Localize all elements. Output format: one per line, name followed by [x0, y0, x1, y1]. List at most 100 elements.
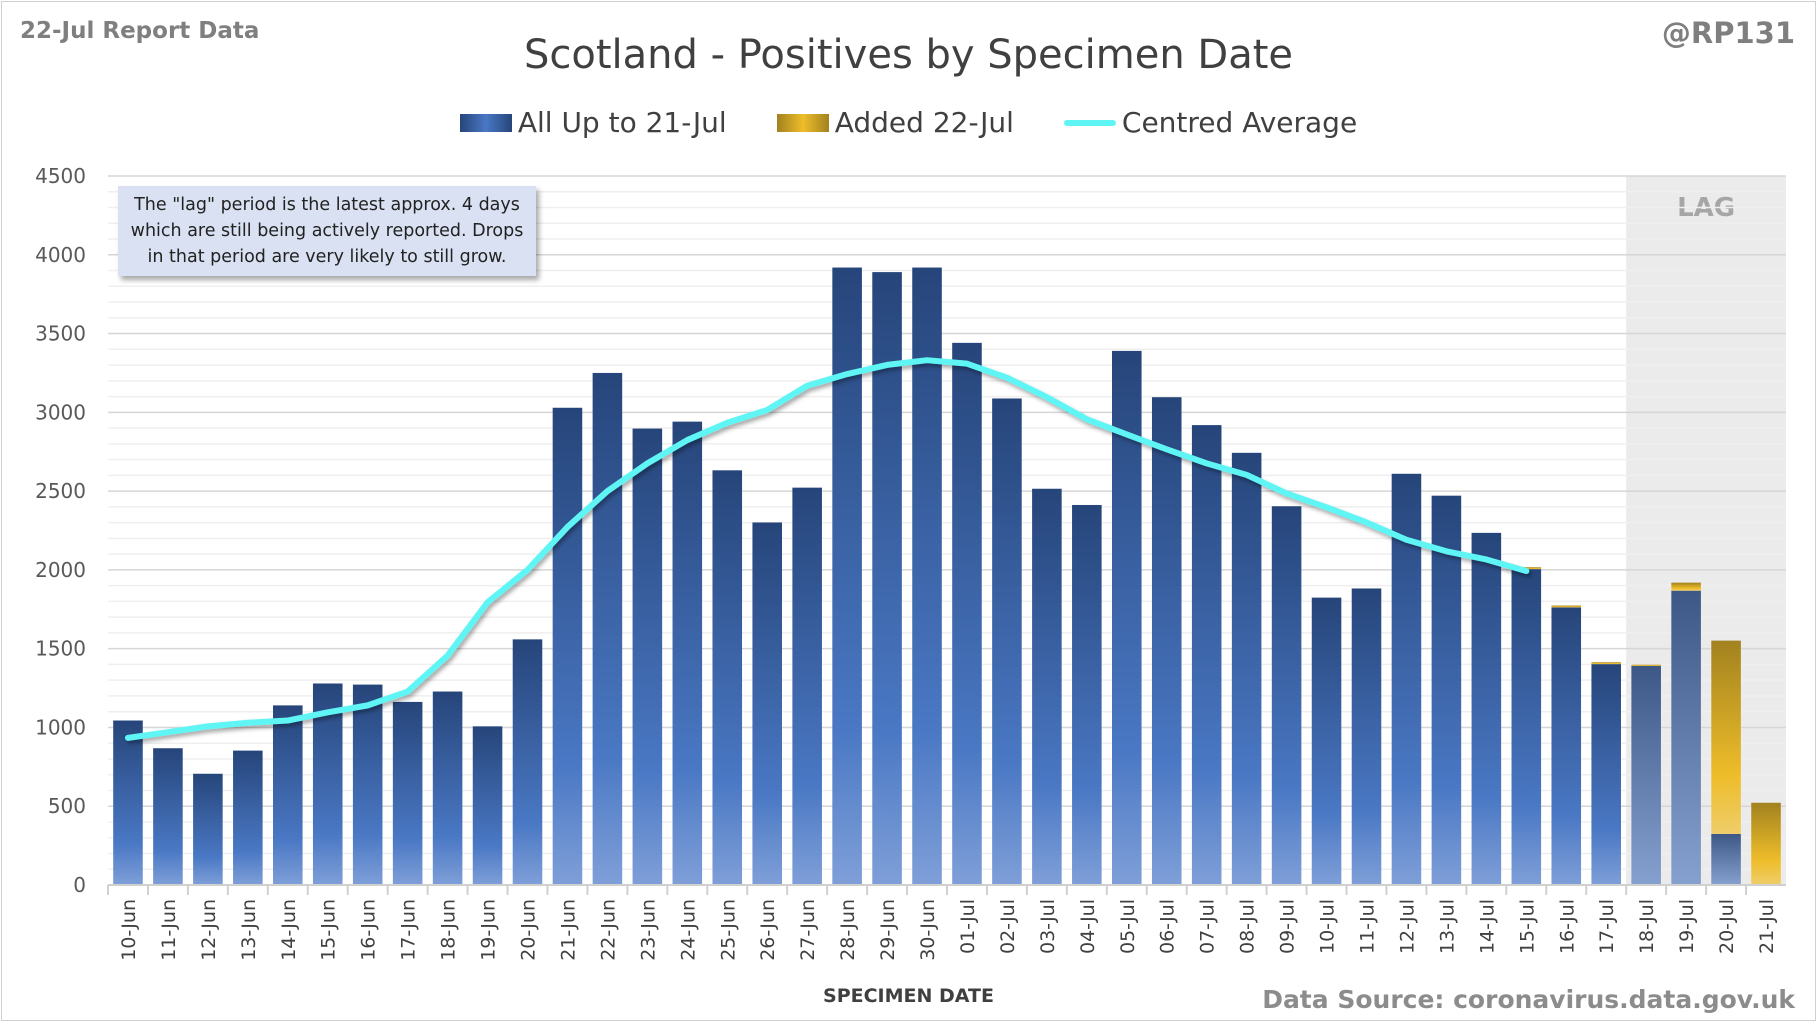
x-tick-label: 16-Jul — [1556, 899, 1578, 954]
x-tick-label: 28-Jun — [837, 899, 859, 961]
bar-added-22-jul — [1631, 664, 1661, 666]
bar-all-up-to-21-jul — [1471, 532, 1502, 885]
x-tick-label: 14-Jun — [278, 899, 300, 961]
bar-all-up-to-21-jul — [1032, 488, 1062, 885]
bar-all-up-to-21-jul — [1671, 590, 1701, 885]
x-tick-label: 08-Jul — [1237, 899, 1259, 954]
bar-all-up-to-21-jul — [592, 372, 623, 885]
bar-all-up-to-21-jul — [752, 522, 782, 885]
x-tick-label: 11-Jun — [158, 899, 180, 961]
bar-all-up-to-21-jul — [1271, 506, 1302, 885]
x-axis-label: SPECIMEN DATE — [823, 985, 994, 1007]
legend: All Up to 21-Jul Added 22-Jul Centred Av… — [0, 106, 1817, 139]
x-tick-label: 21-Jul — [1756, 899, 1778, 954]
x-tick-label: 19-Jul — [1676, 899, 1698, 954]
legend-label: Added 22-Jul — [834, 106, 1014, 139]
y-tick-label: 3000 — [35, 400, 86, 424]
x-tick-label: 02-Jul — [997, 899, 1019, 954]
bar-all-up-to-21-jul — [352, 684, 383, 885]
x-tick-label: 22-Jun — [597, 899, 619, 961]
legend-swatch-blue — [459, 113, 512, 132]
x-tick-label: 24-Jun — [677, 899, 699, 961]
bar-all-up-to-21-jul — [1631, 665, 1661, 885]
y-tick-label: 2000 — [35, 558, 86, 582]
bar-added-22-jul — [1591, 662, 1621, 665]
x-tick-label: 20-Jun — [518, 899, 540, 961]
y-tick-label: 4500 — [35, 164, 86, 188]
report-date-label: 22-Jul Report Data — [20, 18, 260, 44]
x-tick-label: 17-Jun — [398, 899, 420, 961]
bar-all-up-to-21-jul — [233, 750, 263, 885]
bar-all-up-to-21-jul — [952, 342, 982, 885]
data-source: Data Source: coronavirus.data.gov.uk — [1262, 985, 1795, 1014]
bar-all-up-to-21-jul — [1431, 495, 1462, 885]
legend-swatch-line — [1063, 119, 1116, 126]
x-tick-label: 17-Jul — [1596, 899, 1618, 954]
x-tick-label: 30-Jun — [917, 899, 939, 961]
y-tick-label: 4000 — [35, 243, 86, 267]
legend-item-added: Added 22-Jul — [776, 106, 1014, 139]
y-tick-label: 1500 — [35, 637, 86, 661]
y-tick-label: 500 — [48, 794, 86, 818]
y-tick-label: 0 — [73, 873, 86, 897]
x-tick-label: 20-Jul — [1716, 899, 1738, 954]
bar-all-up-to-21-jul — [1591, 664, 1621, 885]
lag-note: The "lag" period is the latest approx. 4… — [118, 186, 536, 276]
x-tick-label: 18-Jun — [438, 899, 460, 961]
bar-all-up-to-21-jul — [912, 267, 942, 885]
x-tick-label: 21-Jun — [557, 899, 579, 961]
legend-label: Centred Average — [1121, 106, 1358, 139]
bar-all-up-to-21-jul — [193, 773, 223, 885]
x-tick-label: 09-Jul — [1277, 899, 1299, 954]
bar-added-22-jul — [1711, 640, 1741, 834]
x-tick-label: 01-Jul — [957, 899, 979, 954]
bar-all-up-to-21-jul — [632, 428, 663, 885]
bar-all-up-to-21-jul — [1231, 452, 1262, 885]
x-tick-label: 15-Jun — [318, 899, 340, 961]
y-tick-label: 1000 — [35, 715, 86, 739]
x-tick-label: 13-Jul — [1436, 899, 1458, 954]
bar-all-up-to-21-jul — [832, 267, 862, 885]
x-tick-label: 04-Jul — [1077, 899, 1099, 954]
bar-all-up-to-21-jul — [1551, 607, 1582, 885]
bar-all-up-to-21-jul — [472, 726, 503, 885]
bar-all-up-to-21-jul — [392, 701, 423, 885]
bar-all-up-to-21-jul — [113, 720, 143, 885]
author-handle: @RP131 — [1661, 16, 1795, 50]
bar-all-up-to-21-jul — [153, 748, 183, 885]
bar-added-22-jul — [1551, 605, 1582, 608]
bar-all-up-to-21-jul — [1151, 397, 1182, 885]
x-tick-label: 23-Jun — [637, 899, 659, 961]
x-tick-label: 19-Jun — [478, 899, 500, 961]
x-tick-label: 07-Jul — [1197, 899, 1219, 954]
x-tick-label: 14-Jul — [1476, 899, 1498, 954]
x-tick-label: 05-Jul — [1117, 899, 1139, 954]
chart-title: Scotland - Positives by Specimen Date — [523, 32, 1294, 78]
x-tick-label: 13-Jun — [238, 899, 260, 961]
x-tick-label: 25-Jun — [717, 899, 739, 961]
x-tick-label: 16-Jun — [358, 899, 380, 961]
bar-added-22-jul — [1671, 582, 1701, 591]
x-tick-label: 10-Jun — [118, 899, 140, 961]
bar-all-up-to-21-jul — [672, 421, 703, 885]
bar-all-up-to-21-jul — [1351, 588, 1382, 885]
x-tick-label: 11-Jul — [1357, 899, 1379, 954]
y-tick-label: 2500 — [35, 479, 86, 503]
bar-all-up-to-21-jul — [1511, 569, 1542, 885]
x-tick-label: 15-Jul — [1516, 899, 1538, 954]
bar-all-up-to-21-jul — [992, 398, 1022, 885]
legend-swatch-gold — [776, 113, 829, 132]
bar-all-up-to-21-jul — [1191, 425, 1222, 885]
centred-average-line — [124, 357, 1530, 741]
x-tick-label: 12-Jun — [198, 899, 220, 961]
bar-all-up-to-21-jul — [552, 407, 583, 885]
bar-all-up-to-21-jul — [512, 639, 543, 885]
bar-all-up-to-21-jul — [712, 470, 743, 885]
legend-item-average: Centred Average — [1063, 106, 1358, 139]
bar-all-up-to-21-jul — [792, 487, 822, 885]
bar-all-up-to-21-jul — [1072, 504, 1102, 885]
x-tick-label: 26-Jun — [757, 899, 779, 961]
y-tick-label: 3500 — [35, 322, 86, 346]
bar-all-up-to-21-jul — [1711, 833, 1741, 885]
